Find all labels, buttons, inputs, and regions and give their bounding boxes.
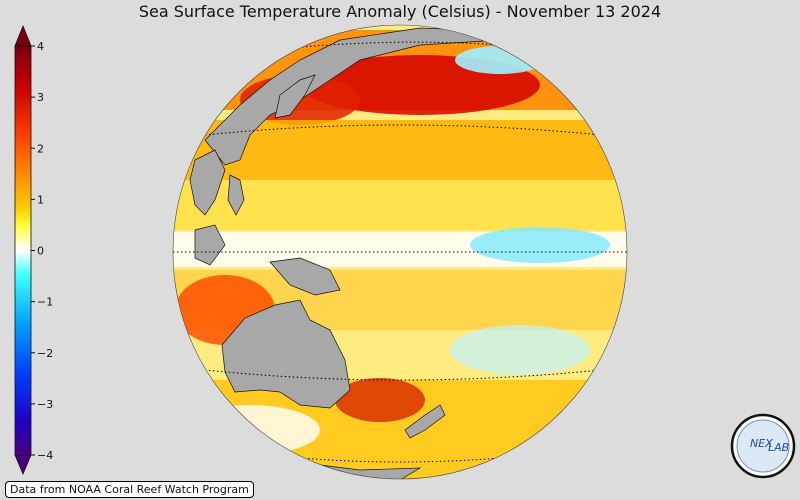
colorbar-tick-label: −3: [37, 398, 53, 411]
graticule-lat-30n: [204, 124, 601, 136]
landmass-borneo: [194, 224, 226, 266]
landmass-indochina: [189, 149, 226, 216]
colorbar-tick-label: −4: [37, 449, 53, 462]
graticule-lat-60n: [289, 41, 501, 49]
landmass-japan: [274, 74, 316, 119]
anomaly-band-tropic: [173, 180, 627, 230]
logo-text-left: NEX: [750, 437, 773, 450]
landmass-australia: [221, 299, 351, 409]
colorbar: 4 3 2 1 0 −1 −2 −3 −4: [14, 24, 53, 476]
anomaly-cool-south-pacific: [450, 325, 590, 375]
graticule-lat-60s: [299, 457, 501, 463]
anomaly-hotspot-tasman: [335, 378, 425, 422]
nexlab-logo: NEX LAB: [730, 413, 796, 479]
anomaly-neutral-southern: [180, 405, 320, 455]
colorbar-tick-label: 3: [37, 91, 44, 104]
landmass-asia: [204, 27, 501, 166]
data-credit: Data from NOAA Coral Reef Watch Program: [5, 481, 254, 498]
colorbar-tick-label: 1: [37, 193, 44, 206]
colorbar-tick-label: −2: [37, 347, 53, 360]
graticule-lat-30s: [204, 369, 601, 381]
globe-outline: [172, 24, 628, 480]
map-title: Sea Surface Temperature Anomaly (Celsius…: [138, 2, 662, 21]
colorbar-tick-label: −1: [37, 296, 53, 309]
landmass-new-zealand: [404, 404, 446, 439]
anomaly-cool-north: [455, 46, 545, 74]
landmass-philippines: [227, 174, 245, 216]
anomaly-cool-east-pacific: [470, 227, 610, 263]
colorbar-tick-label: 0: [37, 245, 44, 258]
colorbar-tick-label: 4: [37, 40, 44, 53]
colorbar-tick-label: 2: [37, 142, 44, 155]
landmass-new-guinea: [269, 257, 341, 296]
logo-text-right: LAB: [768, 441, 789, 454]
